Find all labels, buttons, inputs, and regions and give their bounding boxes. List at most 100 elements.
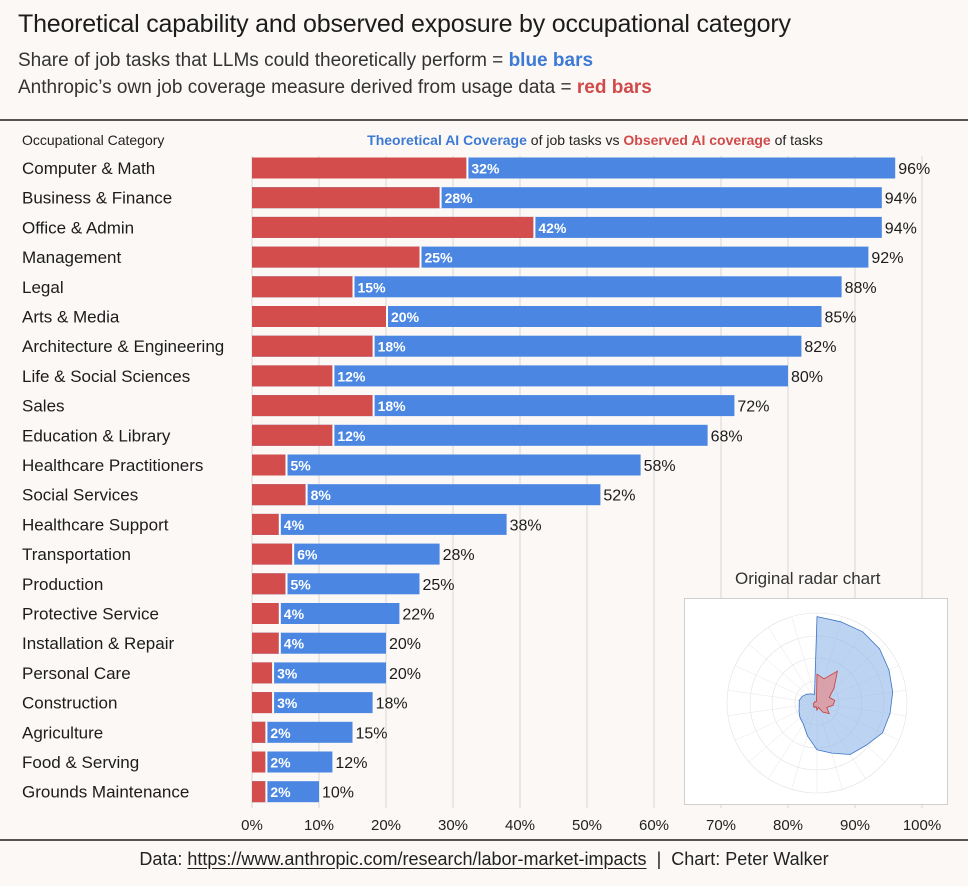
- category-label: Office & Admin: [22, 218, 134, 237]
- bar-separator: [352, 276, 355, 298]
- category-label: Installation & Repair: [22, 634, 174, 653]
- observed-bar: [252, 543, 293, 565]
- footer: Data: https://www.anthropic.com/research…: [0, 849, 968, 870]
- theoretical-bar: [252, 365, 788, 387]
- observed-value-label: 3%: [277, 665, 298, 681]
- category-label: Grounds Maintenance: [22, 783, 189, 802]
- observed-bar: [252, 395, 373, 417]
- theoretical-value-label: 22%: [402, 607, 434, 624]
- theoretical-value-label: 18%: [376, 696, 408, 713]
- theoretical-value-label: 96%: [898, 161, 930, 178]
- observed-value-label: 20%: [391, 309, 420, 325]
- theoretical-value-label: 88%: [845, 280, 877, 297]
- observed-value-label: 32%: [471, 161, 500, 177]
- observed-bar: [252, 632, 279, 654]
- theoretical-value-label: 20%: [389, 636, 421, 653]
- observed-value-label: 8%: [311, 487, 332, 503]
- observed-value-label: 3%: [277, 695, 298, 711]
- bar-separator: [292, 543, 295, 565]
- observed-value-label: 4%: [284, 606, 305, 622]
- observed-bar: [252, 573, 286, 595]
- bar-separator: [265, 721, 268, 743]
- x-tick-label: 70%: [706, 817, 736, 834]
- observed-value-label: 18%: [378, 339, 407, 355]
- observed-bar: [252, 216, 534, 238]
- category-label: Production: [22, 575, 103, 594]
- theoretical-bar: [252, 662, 386, 684]
- x-tick-label: 80%: [773, 817, 803, 834]
- observed-bar: [252, 603, 279, 624]
- theoretical-value-label: 94%: [885, 191, 917, 208]
- theoretical-bar: [252, 692, 373, 714]
- x-tick-label: 20%: [371, 817, 401, 834]
- observed-value-label: 12%: [337, 368, 366, 384]
- theoretical-bar: [252, 335, 802, 357]
- category-label: Computer & Math: [22, 159, 155, 178]
- bar-separator: [278, 632, 281, 654]
- observed-bar: [252, 454, 286, 476]
- observed-value-label: 5%: [291, 576, 312, 592]
- top-divider: [0, 119, 968, 121]
- source-link[interactable]: https://www.anthropic.com/research/labor…: [187, 849, 647, 869]
- observed-bar: [252, 187, 440, 209]
- x-tick-label: 90%: [840, 817, 870, 834]
- category-label: Agriculture: [22, 723, 103, 742]
- theoretical-bar: [252, 484, 601, 506]
- category-label: Business & Finance: [22, 189, 172, 208]
- observed-value-label: 2%: [270, 755, 291, 771]
- theoretical-value-label: 10%: [322, 785, 354, 802]
- observed-value-label: 4%: [284, 636, 305, 652]
- bar-separator: [419, 246, 422, 268]
- observed-value-label: 4%: [284, 517, 305, 533]
- category-label: Personal Care: [22, 664, 131, 683]
- inset-title: Original radar chart: [735, 569, 881, 588]
- observed-value-label: 42%: [538, 220, 567, 236]
- legend-observed: Observed AI coverage: [623, 132, 771, 148]
- category-label: Sales: [22, 397, 65, 416]
- observed-bar: [252, 306, 386, 327]
- bar-separator: [466, 157, 469, 179]
- red-bars-label: red bars: [576, 77, 652, 98]
- theoretical-bar: [252, 721, 353, 743]
- radar-chart-thumbnail: [726, 612, 908, 794]
- theoretical-bar: [252, 603, 400, 624]
- theoretical-value-label: 20%: [389, 666, 421, 683]
- category-label: Social Services: [22, 486, 138, 505]
- bar-separator: [305, 484, 308, 506]
- chart-legend: Theoretical AI Coverage of job tasks vs …: [367, 132, 823, 148]
- observed-value-label: 25%: [425, 250, 454, 266]
- observed-value-label: 5%: [291, 458, 312, 474]
- category-label: Education & Library: [22, 426, 171, 445]
- theoretical-value-label: 82%: [804, 339, 836, 356]
- observed-bar: [252, 246, 420, 268]
- theoretical-value-label: 94%: [885, 220, 917, 237]
- theoretical-value-label: 12%: [335, 755, 367, 772]
- theoretical-value-label: 15%: [356, 725, 388, 742]
- category-label: Protective Service: [22, 605, 159, 624]
- bar-chart: Occupational Category Theoretical AI Cov…: [22, 132, 941, 834]
- x-tick-label: 30%: [438, 817, 468, 834]
- observed-bar: [252, 662, 273, 684]
- legend-mid: of job tasks vs: [527, 132, 623, 148]
- legend-tail: of tasks: [771, 132, 823, 148]
- theoretical-value-label: 92%: [871, 250, 903, 267]
- theoretical-value-label: 72%: [737, 399, 769, 416]
- subtitle-theoretical-text: Share of job tasks that LLMs could theor…: [18, 50, 509, 71]
- bar-separator: [285, 573, 288, 595]
- theoretical-bar: [252, 454, 641, 476]
- bar-separator: [272, 662, 275, 684]
- x-tick-label: 100%: [903, 817, 941, 834]
- category-label: Architecture & Engineering: [22, 337, 224, 356]
- category-label: Legal: [22, 278, 64, 297]
- bar-separator: [332, 365, 335, 387]
- observed-value-label: 28%: [445, 190, 474, 206]
- category-label: Life & Social Sciences: [22, 367, 190, 386]
- theoretical-value-label: 80%: [791, 369, 823, 386]
- x-tick-label: 10%: [304, 817, 334, 834]
- x-axis-ticks: 0% 10% 20% 30% 40% 50% 60% 70% 80% 90% 100%: [241, 817, 941, 834]
- footer-separator: |: [646, 849, 672, 869]
- x-tick-label: 0%: [241, 817, 263, 834]
- bar-separator: [386, 306, 388, 327]
- radar-chart-image: [684, 598, 948, 805]
- x-tick-label: 50%: [572, 817, 602, 834]
